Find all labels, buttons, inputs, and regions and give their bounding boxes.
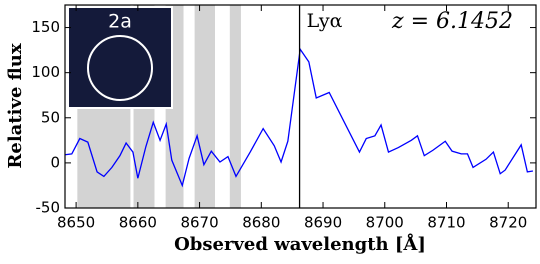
x-tick-label: 8660: [119, 214, 157, 232]
y-tick-label: 50: [41, 108, 60, 126]
y-tick-label: 0: [50, 153, 60, 171]
x-tick-label: 8720: [489, 214, 527, 232]
x-axis-label: Observed wavelength [Å]: [174, 232, 426, 255]
y-tick-label: 100: [31, 63, 60, 81]
y-tick-label: 150: [31, 18, 60, 36]
shaded-band: [194, 5, 216, 208]
inset: 2a: [67, 6, 173, 109]
lya-label: Lyα: [307, 10, 343, 32]
x-tick-label: 8690: [304, 214, 342, 232]
x-tick-label: 8680: [242, 214, 280, 232]
x-tick-label: 8700: [366, 214, 404, 232]
x-tick-label: 8710: [427, 214, 465, 232]
annotation: z = 6.1452: [391, 9, 513, 34]
x-tick-label: 8650: [57, 214, 95, 232]
inset-label: 2a: [108, 11, 132, 33]
shaded-band: [229, 5, 241, 208]
x-tick-label: 8670: [180, 214, 218, 232]
inset-image: [67, 6, 173, 109]
inset-circle: [87, 35, 153, 101]
y-axis-label: Relative flux: [5, 43, 26, 168]
plot-frame: [64, 4, 537, 209]
y-tick-label: -50: [36, 199, 61, 217]
spectrum-line: [64, 47, 534, 188]
